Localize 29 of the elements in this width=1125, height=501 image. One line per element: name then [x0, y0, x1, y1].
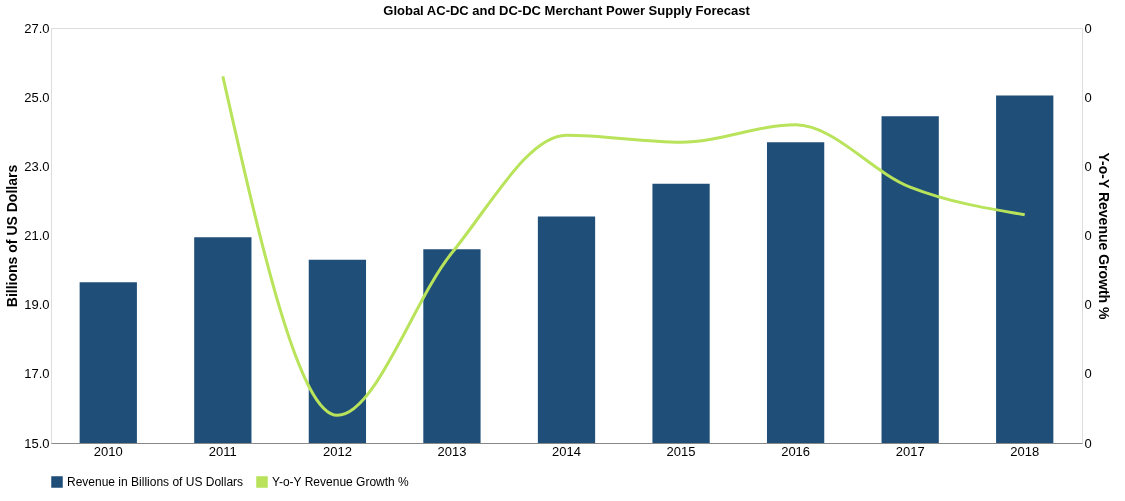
legend-label: Revenue in Billions of US Dollars — [67, 475, 244, 489]
x-tick-label: 2017 — [895, 443, 925, 459]
x-tick-label: 2015 — [666, 443, 696, 459]
line-series — [221, 74, 1027, 417]
x-tick-label: 2011 — [208, 443, 237, 459]
y-axis-title: Billions of US Dollars — [4, 164, 21, 308]
y-tick-label: 21.0 — [24, 228, 50, 243]
y-tick-label: 23.0 — [24, 158, 50, 174]
x-tick-label: 2012 — [322, 443, 352, 459]
x-tick-label: 2010 — [93, 443, 123, 459]
y2-tick-label: 0 — [1084, 228, 1092, 243]
y2-tick-label: 0 — [1084, 435, 1092, 451]
y-tick-label: 27.0 — [24, 20, 50, 36]
legend-label: Y-o-Y Revenue Growth % — [272, 475, 410, 489]
y2-tick-label: 0 — [1084, 366, 1092, 382]
y-tick-label: 19.0 — [24, 297, 50, 313]
y-tick-label: 15.0 — [24, 435, 50, 451]
x-tick-label: 2014 — [552, 443, 581, 459]
x-tick-label: 2013 — [437, 443, 467, 459]
y2-axis-title: Y-o-Y Revenue Growth % — [1095, 152, 1112, 321]
y2-tick-label: 0 — [1084, 158, 1092, 174]
x-tick-label: 2018 — [1010, 443, 1040, 459]
y-tick-label: 17.0 — [24, 366, 50, 382]
y2-tick-label: 0 — [1084, 20, 1092, 36]
x-tick-label: 2016 — [781, 443, 811, 459]
y-tick-label: 25.0 — [24, 89, 50, 105]
y2-tick-label: 0 — [1084, 89, 1092, 105]
chart-title: Global AC-DC and DC-DC Merchant Power Supply Forecast — [383, 3, 751, 18]
y2-tick-label: 0 — [1084, 297, 1092, 313]
